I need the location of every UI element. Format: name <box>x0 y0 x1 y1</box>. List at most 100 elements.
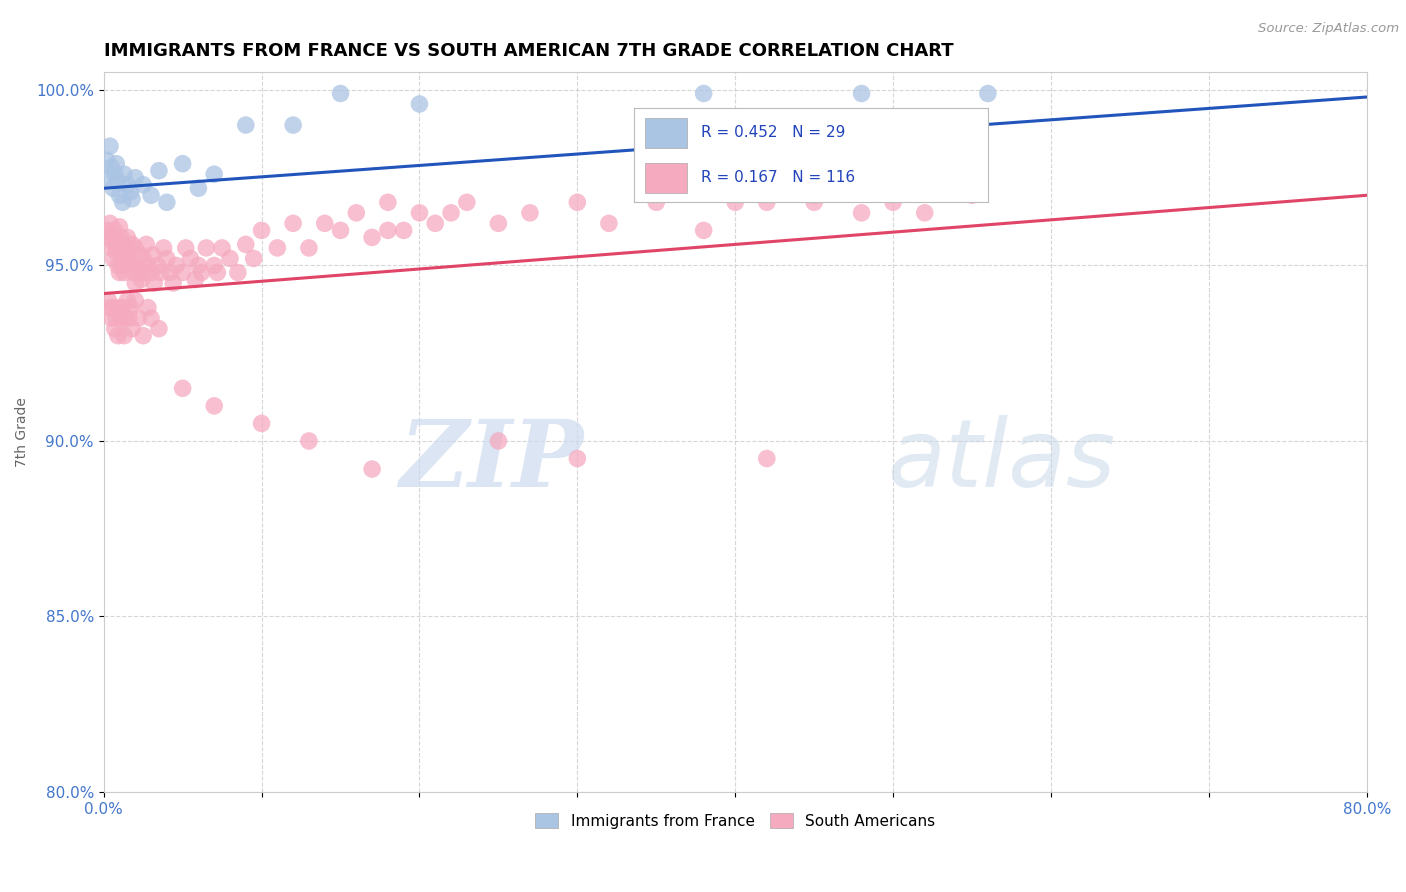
Point <box>108 301 131 315</box>
Point <box>98 216 121 230</box>
Point <box>179 252 201 266</box>
Point <box>110 311 132 326</box>
Point <box>97 293 120 308</box>
Point <box>104 223 127 237</box>
Point <box>159 265 181 279</box>
Point <box>105 311 128 326</box>
Point <box>329 223 352 237</box>
Point <box>235 237 257 252</box>
Point <box>977 87 1000 101</box>
Point <box>139 188 162 202</box>
Point <box>692 87 714 101</box>
Point <box>117 293 139 308</box>
Text: atlas: atlas <box>887 416 1115 507</box>
Point <box>114 248 136 262</box>
Point <box>202 167 225 181</box>
Point <box>101 230 124 244</box>
Point <box>440 206 463 220</box>
Point <box>112 265 135 279</box>
Point <box>242 252 264 266</box>
Point <box>107 241 129 255</box>
Point <box>101 181 124 195</box>
Point <box>235 118 257 132</box>
Point <box>104 167 127 181</box>
Point <box>314 216 336 230</box>
Point <box>112 328 135 343</box>
Point <box>124 276 146 290</box>
Point <box>132 252 155 266</box>
Point <box>101 252 124 266</box>
Point <box>142 248 165 262</box>
Point <box>755 195 778 210</box>
Point <box>124 293 146 308</box>
Point <box>139 265 162 279</box>
Point <box>377 195 399 210</box>
Point <box>281 118 304 132</box>
Point <box>143 276 166 290</box>
Point <box>250 417 273 431</box>
Point <box>219 252 242 266</box>
Point <box>136 301 159 315</box>
Point <box>207 265 229 279</box>
Point <box>266 241 288 255</box>
Point <box>129 248 152 262</box>
Point <box>118 241 141 255</box>
Point <box>111 259 134 273</box>
Point <box>165 259 187 273</box>
Point <box>107 259 129 273</box>
Point <box>117 230 139 244</box>
Point <box>645 195 668 210</box>
Point <box>425 216 447 230</box>
Point <box>120 185 142 199</box>
Point <box>108 265 131 279</box>
Point <box>148 163 170 178</box>
Point <box>105 230 128 244</box>
Text: IMMIGRANTS FROM FRANCE VS SOUTH AMERICAN 7TH GRADE CORRELATION CHART: IMMIGRANTS FROM FRANCE VS SOUTH AMERICAN… <box>104 42 953 60</box>
Point <box>361 230 384 244</box>
Point <box>344 206 367 220</box>
Point <box>146 259 169 273</box>
Point <box>250 223 273 237</box>
Point <box>162 276 184 290</box>
Point <box>152 241 174 255</box>
Point <box>125 259 148 273</box>
Point <box>755 451 778 466</box>
Point <box>361 462 384 476</box>
Point <box>567 451 589 466</box>
Point <box>112 167 135 181</box>
Point <box>104 321 127 335</box>
Point <box>195 241 218 255</box>
Point <box>96 153 118 168</box>
Point <box>692 223 714 237</box>
Point <box>851 206 873 220</box>
Point <box>136 259 159 273</box>
Point <box>202 399 225 413</box>
Point <box>156 252 179 266</box>
Point <box>98 139 121 153</box>
Point <box>124 241 146 255</box>
Point <box>456 195 478 210</box>
Point <box>148 321 170 335</box>
Point <box>914 206 936 220</box>
Point <box>211 241 233 255</box>
Point <box>202 259 225 273</box>
Point <box>408 97 430 112</box>
Point <box>803 188 825 202</box>
Point <box>135 237 157 252</box>
Point <box>100 311 122 326</box>
Point <box>107 328 129 343</box>
Point <box>377 223 399 237</box>
Point <box>519 206 541 220</box>
Point <box>121 237 143 252</box>
Point <box>124 170 146 185</box>
Point <box>172 381 194 395</box>
Point <box>156 195 179 210</box>
Point <box>298 241 321 255</box>
Point <box>120 259 142 273</box>
Point <box>598 216 620 230</box>
Point <box>110 248 132 262</box>
Point <box>567 195 589 210</box>
Point <box>122 265 145 279</box>
Point <box>134 265 156 279</box>
Point <box>105 157 128 171</box>
